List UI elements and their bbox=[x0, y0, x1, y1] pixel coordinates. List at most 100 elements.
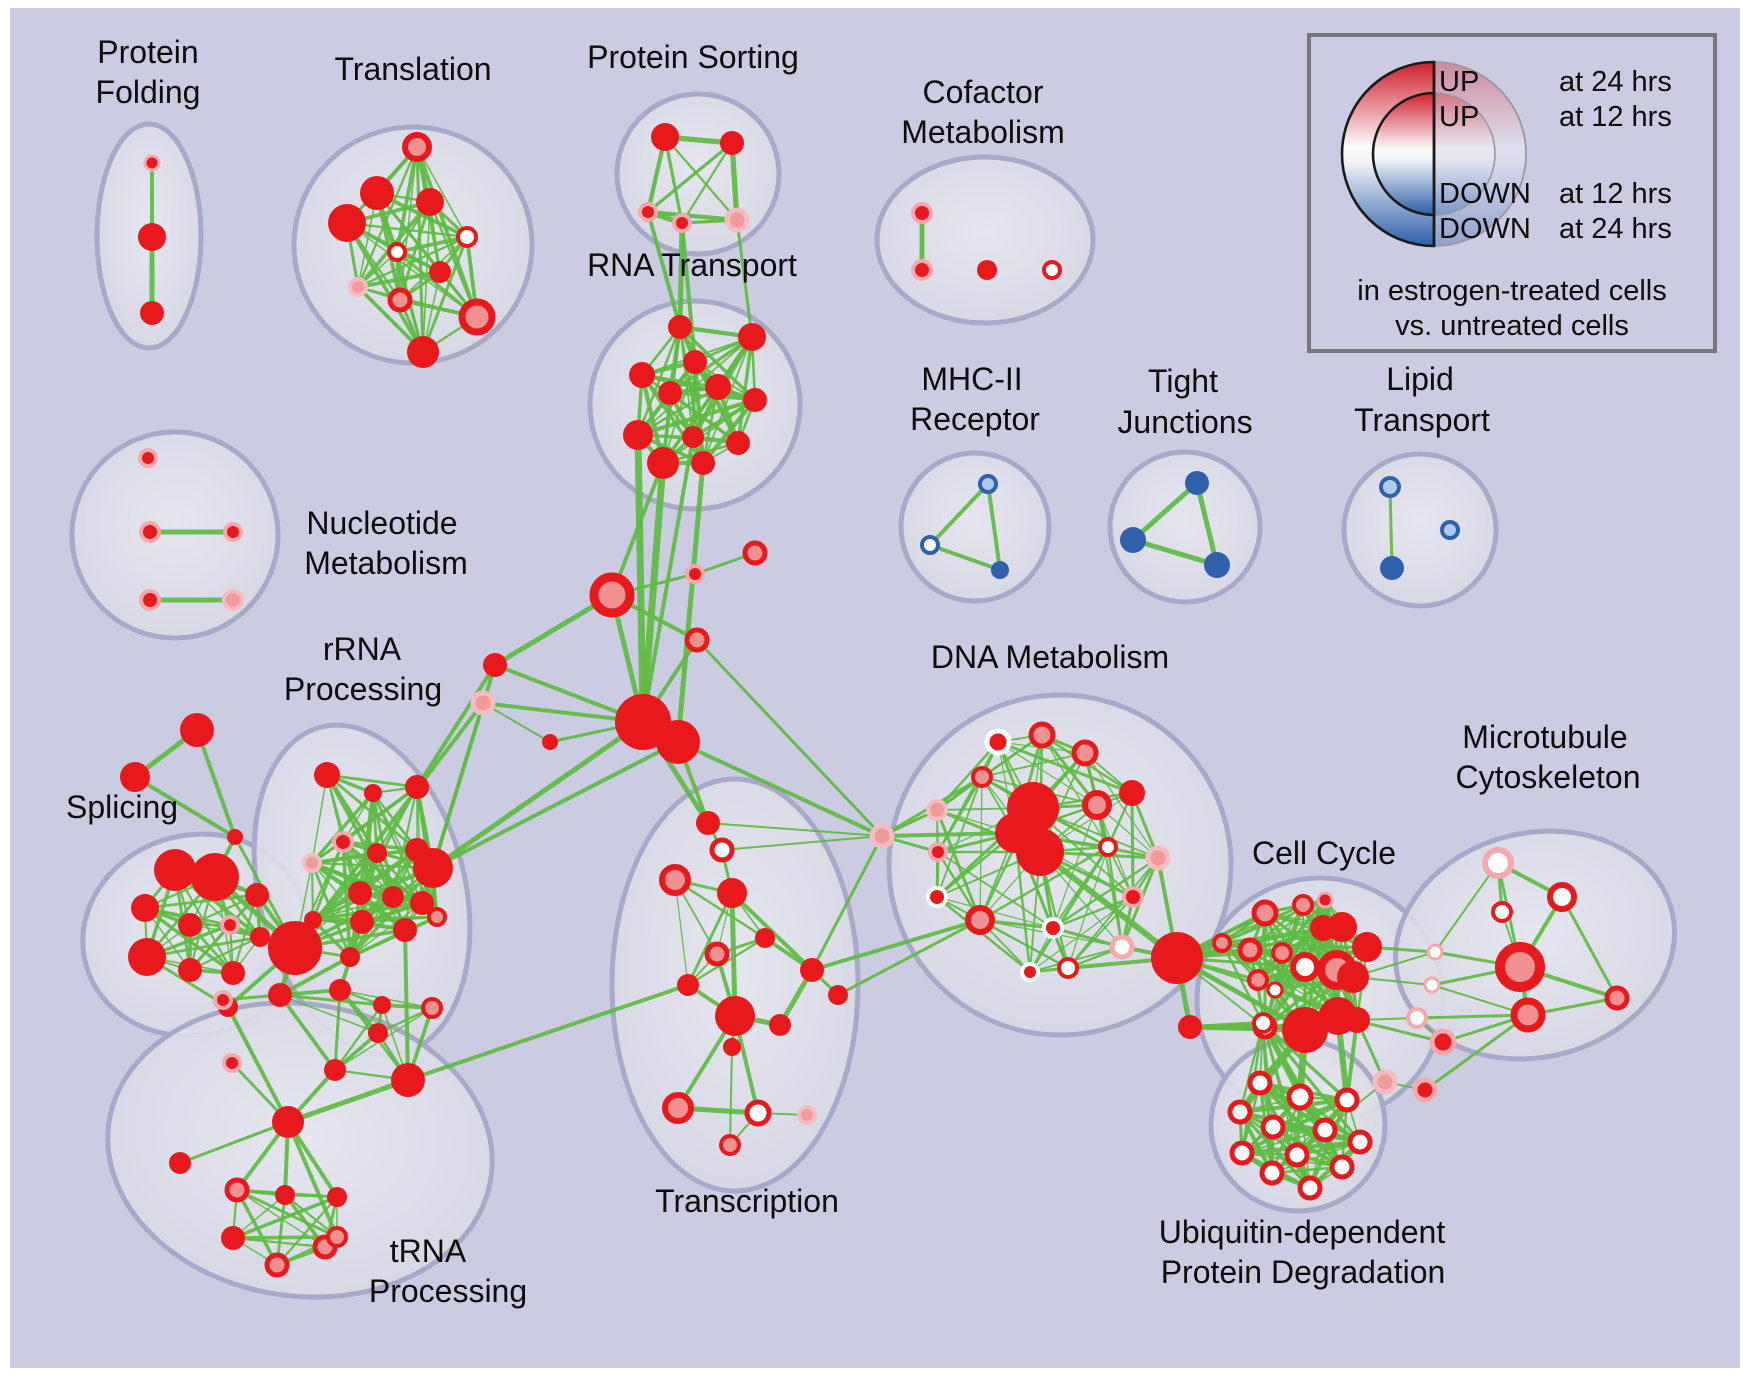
network-node-rb bbox=[391, 1063, 425, 1097]
network-node-ccL bbox=[1247, 969, 1269, 991]
legend-time-down-24: at 24 hrs bbox=[1559, 213, 1672, 245]
network-node-rt6 bbox=[658, 381, 682, 405]
network-node-mid1 bbox=[483, 653, 507, 677]
network-node-s20 bbox=[828, 985, 848, 1005]
network-node-ps4 bbox=[672, 213, 692, 233]
network-node-s10 bbox=[1098, 837, 1118, 857]
cluster-ellipse-mhc-ii-receptor bbox=[898, 450, 1052, 604]
network-node-tk1 bbox=[589, 572, 635, 618]
cluster-label-protein-sorting: Protein Sorting bbox=[587, 39, 799, 75]
network-node-s1 bbox=[984, 728, 1012, 756]
network-node-mt3 bbox=[1491, 901, 1513, 923]
network-edge bbox=[143, 906, 262, 939]
network-node-rc6 bbox=[324, 1059, 346, 1081]
legend-inner-left-12hr bbox=[1371, 91, 1436, 217]
network-edge bbox=[1041, 734, 1109, 848]
network-node-sp2 bbox=[191, 853, 239, 901]
network-edge bbox=[275, 1195, 339, 1267]
network-node-u11 bbox=[1259, 1160, 1285, 1186]
network-node-rt11 bbox=[647, 447, 679, 479]
legend-term-up-24: UP bbox=[1439, 66, 1480, 98]
network-node-nm3 bbox=[223, 522, 243, 542]
network-node-pf1 bbox=[143, 154, 161, 172]
network-node-sp8 bbox=[221, 961, 245, 985]
network-edge bbox=[937, 851, 1054, 929]
network-edge bbox=[416, 146, 468, 238]
network-edge bbox=[482, 702, 551, 743]
network-node-nm5 bbox=[222, 589, 244, 611]
cluster-label-dna-metabolism: DNA Metabolism bbox=[931, 639, 1169, 675]
network-node-ps3 bbox=[638, 202, 658, 222]
network-edge bbox=[286, 1120, 339, 1239]
network-node-tk4 bbox=[684, 627, 710, 653]
network-edge bbox=[736, 335, 754, 445]
network-node-hub2 bbox=[656, 720, 700, 764]
network-node-s5 bbox=[926, 799, 948, 821]
cluster-label-microtubule-cytoskeleton: Cytoskeleton bbox=[1456, 759, 1641, 795]
network-node-mt2 bbox=[1547, 882, 1577, 912]
network-edge bbox=[729, 890, 738, 1019]
network-node-t9 bbox=[387, 287, 413, 313]
cluster-label-trna-processing: tRNA bbox=[390, 1233, 467, 1269]
network-edge bbox=[356, 145, 419, 289]
network-edge bbox=[663, 135, 739, 222]
cluster-label-cofactor-metabolism: Cofactor bbox=[923, 74, 1044, 110]
network-edge bbox=[880, 831, 1017, 838]
network-node-rr14 bbox=[393, 918, 417, 942]
network-edge bbox=[634, 431, 647, 726]
network-edge bbox=[325, 773, 419, 789]
network-node-tk2 bbox=[685, 564, 705, 584]
network-node-rt12 bbox=[691, 451, 715, 475]
network-node-nm4 bbox=[139, 589, 161, 611]
legend-inner-right-faded bbox=[1433, 92, 1496, 216]
network-edge bbox=[674, 879, 689, 986]
network-node-tpi bbox=[169, 1152, 191, 1174]
network-node-tj2 bbox=[1120, 527, 1146, 553]
network-node-u3 bbox=[1334, 1087, 1360, 1113]
network-node-u4 bbox=[1227, 1099, 1253, 1125]
network-node-s9 bbox=[1145, 845, 1171, 871]
legend-time-up-24: at 24 hrs bbox=[1559, 66, 1672, 98]
network-edge bbox=[707, 822, 883, 837]
network-edge bbox=[235, 1188, 339, 1239]
network-edge bbox=[676, 740, 884, 838]
network-edge bbox=[936, 896, 1054, 929]
network-node-s15 bbox=[1020, 962, 1040, 982]
network-edge bbox=[646, 141, 734, 214]
network-node-mt5 bbox=[1426, 943, 1444, 961]
network-node-m2 bbox=[920, 535, 940, 555]
network-node-m3 bbox=[991, 561, 1009, 579]
network-node-tnI bbox=[769, 1014, 791, 1036]
network-node-cf1 bbox=[911, 202, 933, 224]
network-node-he2 bbox=[1178, 1015, 1202, 1039]
network-edge bbox=[403, 928, 410, 1082]
network-edge bbox=[610, 461, 665, 597]
network-edge bbox=[1067, 846, 1109, 969]
network-node-t8 bbox=[348, 277, 368, 297]
network-node-ta bbox=[180, 713, 214, 747]
network-node-tnL bbox=[744, 1099, 772, 1127]
network-node-rc2 bbox=[329, 979, 351, 1001]
network-node-ccM bbox=[1266, 981, 1284, 999]
network-node-ccC bbox=[1316, 891, 1334, 909]
network-edge bbox=[133, 775, 237, 839]
network-edge bbox=[1037, 849, 1180, 961]
network-edge bbox=[1434, 862, 1499, 953]
network-edge bbox=[1241, 1129, 1326, 1154]
network-edge bbox=[673, 878, 767, 940]
network-node-tnD bbox=[717, 878, 747, 908]
network-node-u8 bbox=[1229, 1140, 1255, 1166]
network-edge bbox=[686, 891, 734, 987]
network-edge bbox=[492, 592, 615, 668]
network-node-rc3 bbox=[373, 996, 391, 1014]
cluster-label-translation: Translation bbox=[334, 51, 491, 87]
network-edge bbox=[278, 993, 337, 1072]
network-node-mt9 bbox=[1406, 1007, 1428, 1029]
network-node-sp7 bbox=[178, 958, 202, 982]
network-edge bbox=[997, 741, 1098, 806]
network-node-rr9 bbox=[348, 881, 372, 905]
network-edge bbox=[635, 397, 758, 438]
network-node-tnH bbox=[715, 996, 755, 1036]
network-node-u9 bbox=[1284, 1142, 1310, 1168]
network-node-rr5 bbox=[302, 853, 322, 873]
